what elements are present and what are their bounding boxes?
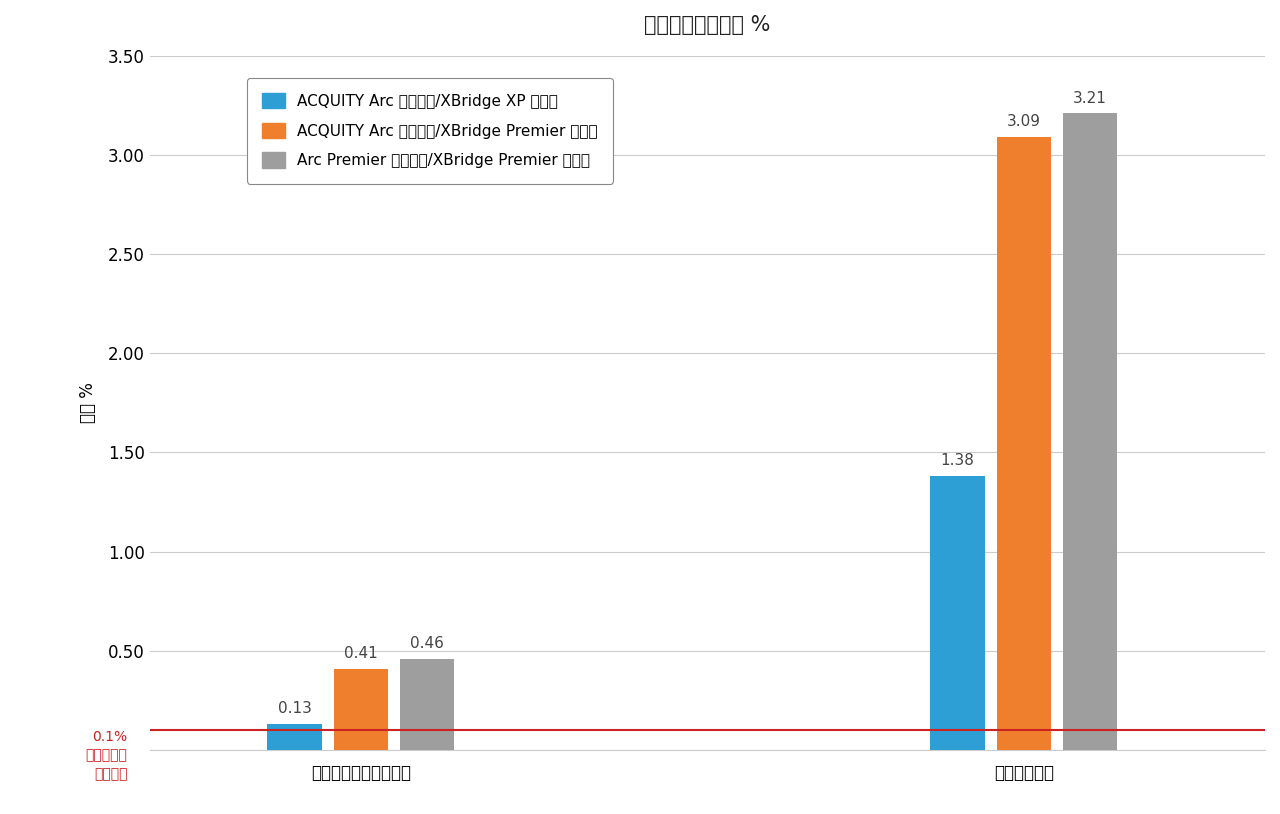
Text: 3.21: 3.21 bbox=[1073, 90, 1107, 106]
Text: 0.46: 0.46 bbox=[410, 636, 444, 650]
Bar bbox=[268, 724, 321, 750]
Text: 0.13: 0.13 bbox=[278, 701, 311, 716]
Text: 0.41: 0.41 bbox=[344, 646, 378, 661]
Title: テノホビルの面積 %: テノホビルの面積 % bbox=[644, 15, 771, 35]
Text: 0.1%
不純物報告
しきい値: 0.1% 不純物報告 しきい値 bbox=[86, 730, 128, 781]
Bar bbox=[334, 668, 388, 750]
Legend: ACQUITY Arc システム/XBridge XP カラム, ACQUITY Arc システム/XBridge Premier カラム, Arc Premi: ACQUITY Arc システム/XBridge XP カラム, ACQUITY… bbox=[247, 77, 613, 183]
Bar bbox=[401, 659, 454, 750]
Text: 1.38: 1.38 bbox=[941, 453, 974, 468]
Bar bbox=[1064, 113, 1117, 750]
Y-axis label: 面積 %: 面積 % bbox=[79, 383, 97, 423]
Text: 3.09: 3.09 bbox=[1007, 114, 1041, 129]
Bar bbox=[931, 476, 984, 750]
Bar bbox=[997, 138, 1051, 750]
